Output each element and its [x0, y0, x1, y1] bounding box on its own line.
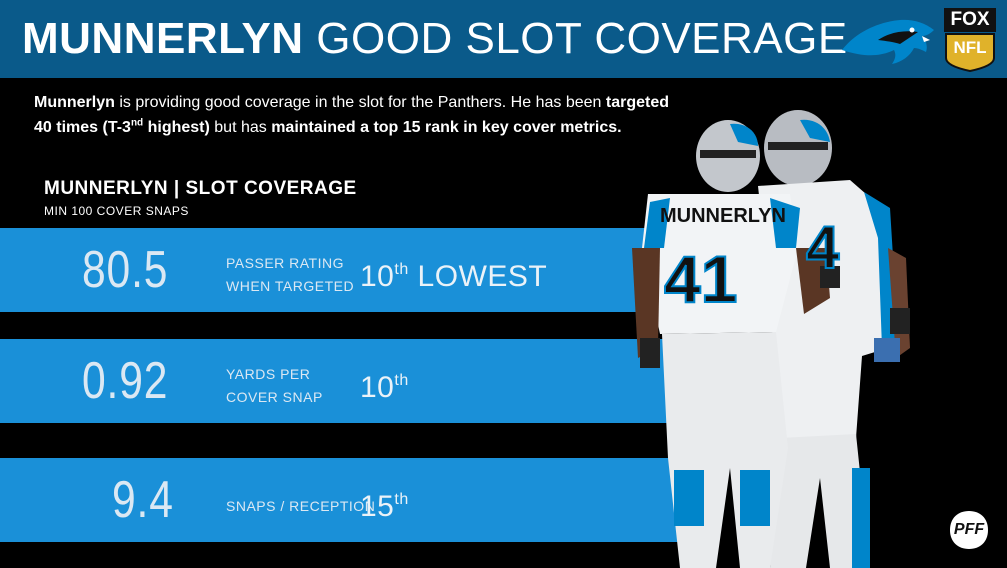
- stat-rank: 15th: [360, 490, 409, 523]
- stat-band-snaps-per-reception: 9.4 SNAPS / RECEPTION 15th: [0, 458, 680, 542]
- player-front-figure: [632, 120, 840, 568]
- pff-logo: PFF: [946, 508, 992, 552]
- stat-value: 80.5: [82, 241, 169, 299]
- section-title: MUNNERLYN | SLOT COVERAGE: [44, 178, 357, 199]
- stat-label-line1: PASSER RATING: [226, 255, 345, 271]
- fox-nfl-shield-icon: [944, 8, 996, 73]
- section-subtitle: MIN 100 COVER SNAPS: [44, 204, 189, 218]
- intro-text-1: is providing good coverage in the slot f…: [114, 94, 606, 111]
- intro-text-2: but has: [209, 119, 272, 136]
- intro-paragraph: Munnerlyn is providing good coverage in …: [34, 90, 674, 140]
- pff-logo-icon: [950, 511, 988, 549]
- stat-value: 9.4: [112, 471, 174, 529]
- intro-targeted: targeted 40 times (T-3nd highest): [34, 94, 669, 136]
- stat-band-yards-per-cover-snap: 0.92 YARDS PER COVER SNAP 10th: [0, 339, 680, 423]
- pff-logo-text: PFF: [953, 521, 985, 538]
- stat-band-passer-rating: 80.5 PASSER RATING WHEN TARGETED 10th LO…: [0, 228, 680, 312]
- jersey-name-text: MUNNERLYN: [660, 205, 786, 227]
- jersey-number-front-text: 41: [664, 242, 737, 316]
- stat-rank: 10th: [360, 371, 409, 404]
- nfl-logo-text: NFL: [953, 38, 987, 57]
- players-photo: MUNNERLYN 41 4: [632, 110, 910, 568]
- stat-label-line1: SNAPS / RECEPTION: [226, 498, 376, 514]
- fox-logo-text: FOX: [950, 9, 990, 30]
- page-title: MUNNERLYN GOOD SLOT COVERAGE: [22, 14, 848, 64]
- title-player-name: MUNNERLYN: [22, 14, 304, 63]
- panthers-logo-icon: [842, 19, 934, 64]
- jersey-number-back-text: 4: [806, 214, 840, 281]
- stat-rank: 10th LOWEST: [360, 260, 548, 293]
- fox-nfl-badge: FOX NFL: [944, 8, 996, 73]
- intro-player-name: Munnerlyn: [34, 94, 115, 111]
- title-subtitle: GOOD SLOT COVERAGE: [316, 14, 848, 63]
- player-back-figure: [758, 110, 910, 568]
- header-bar: MUNNERLYN GOOD SLOT COVERAGE FOX NFL: [0, 0, 1007, 78]
- stat-label-line1: YARDS PER: [226, 366, 311, 382]
- intro-maintained: maintained a top 15 rank in key cover me…: [271, 119, 622, 136]
- stat-label-line2: COVER SNAP: [226, 389, 323, 405]
- stat-label-line2: WHEN TARGETED: [226, 278, 355, 294]
- stat-value: 0.92: [82, 352, 169, 410]
